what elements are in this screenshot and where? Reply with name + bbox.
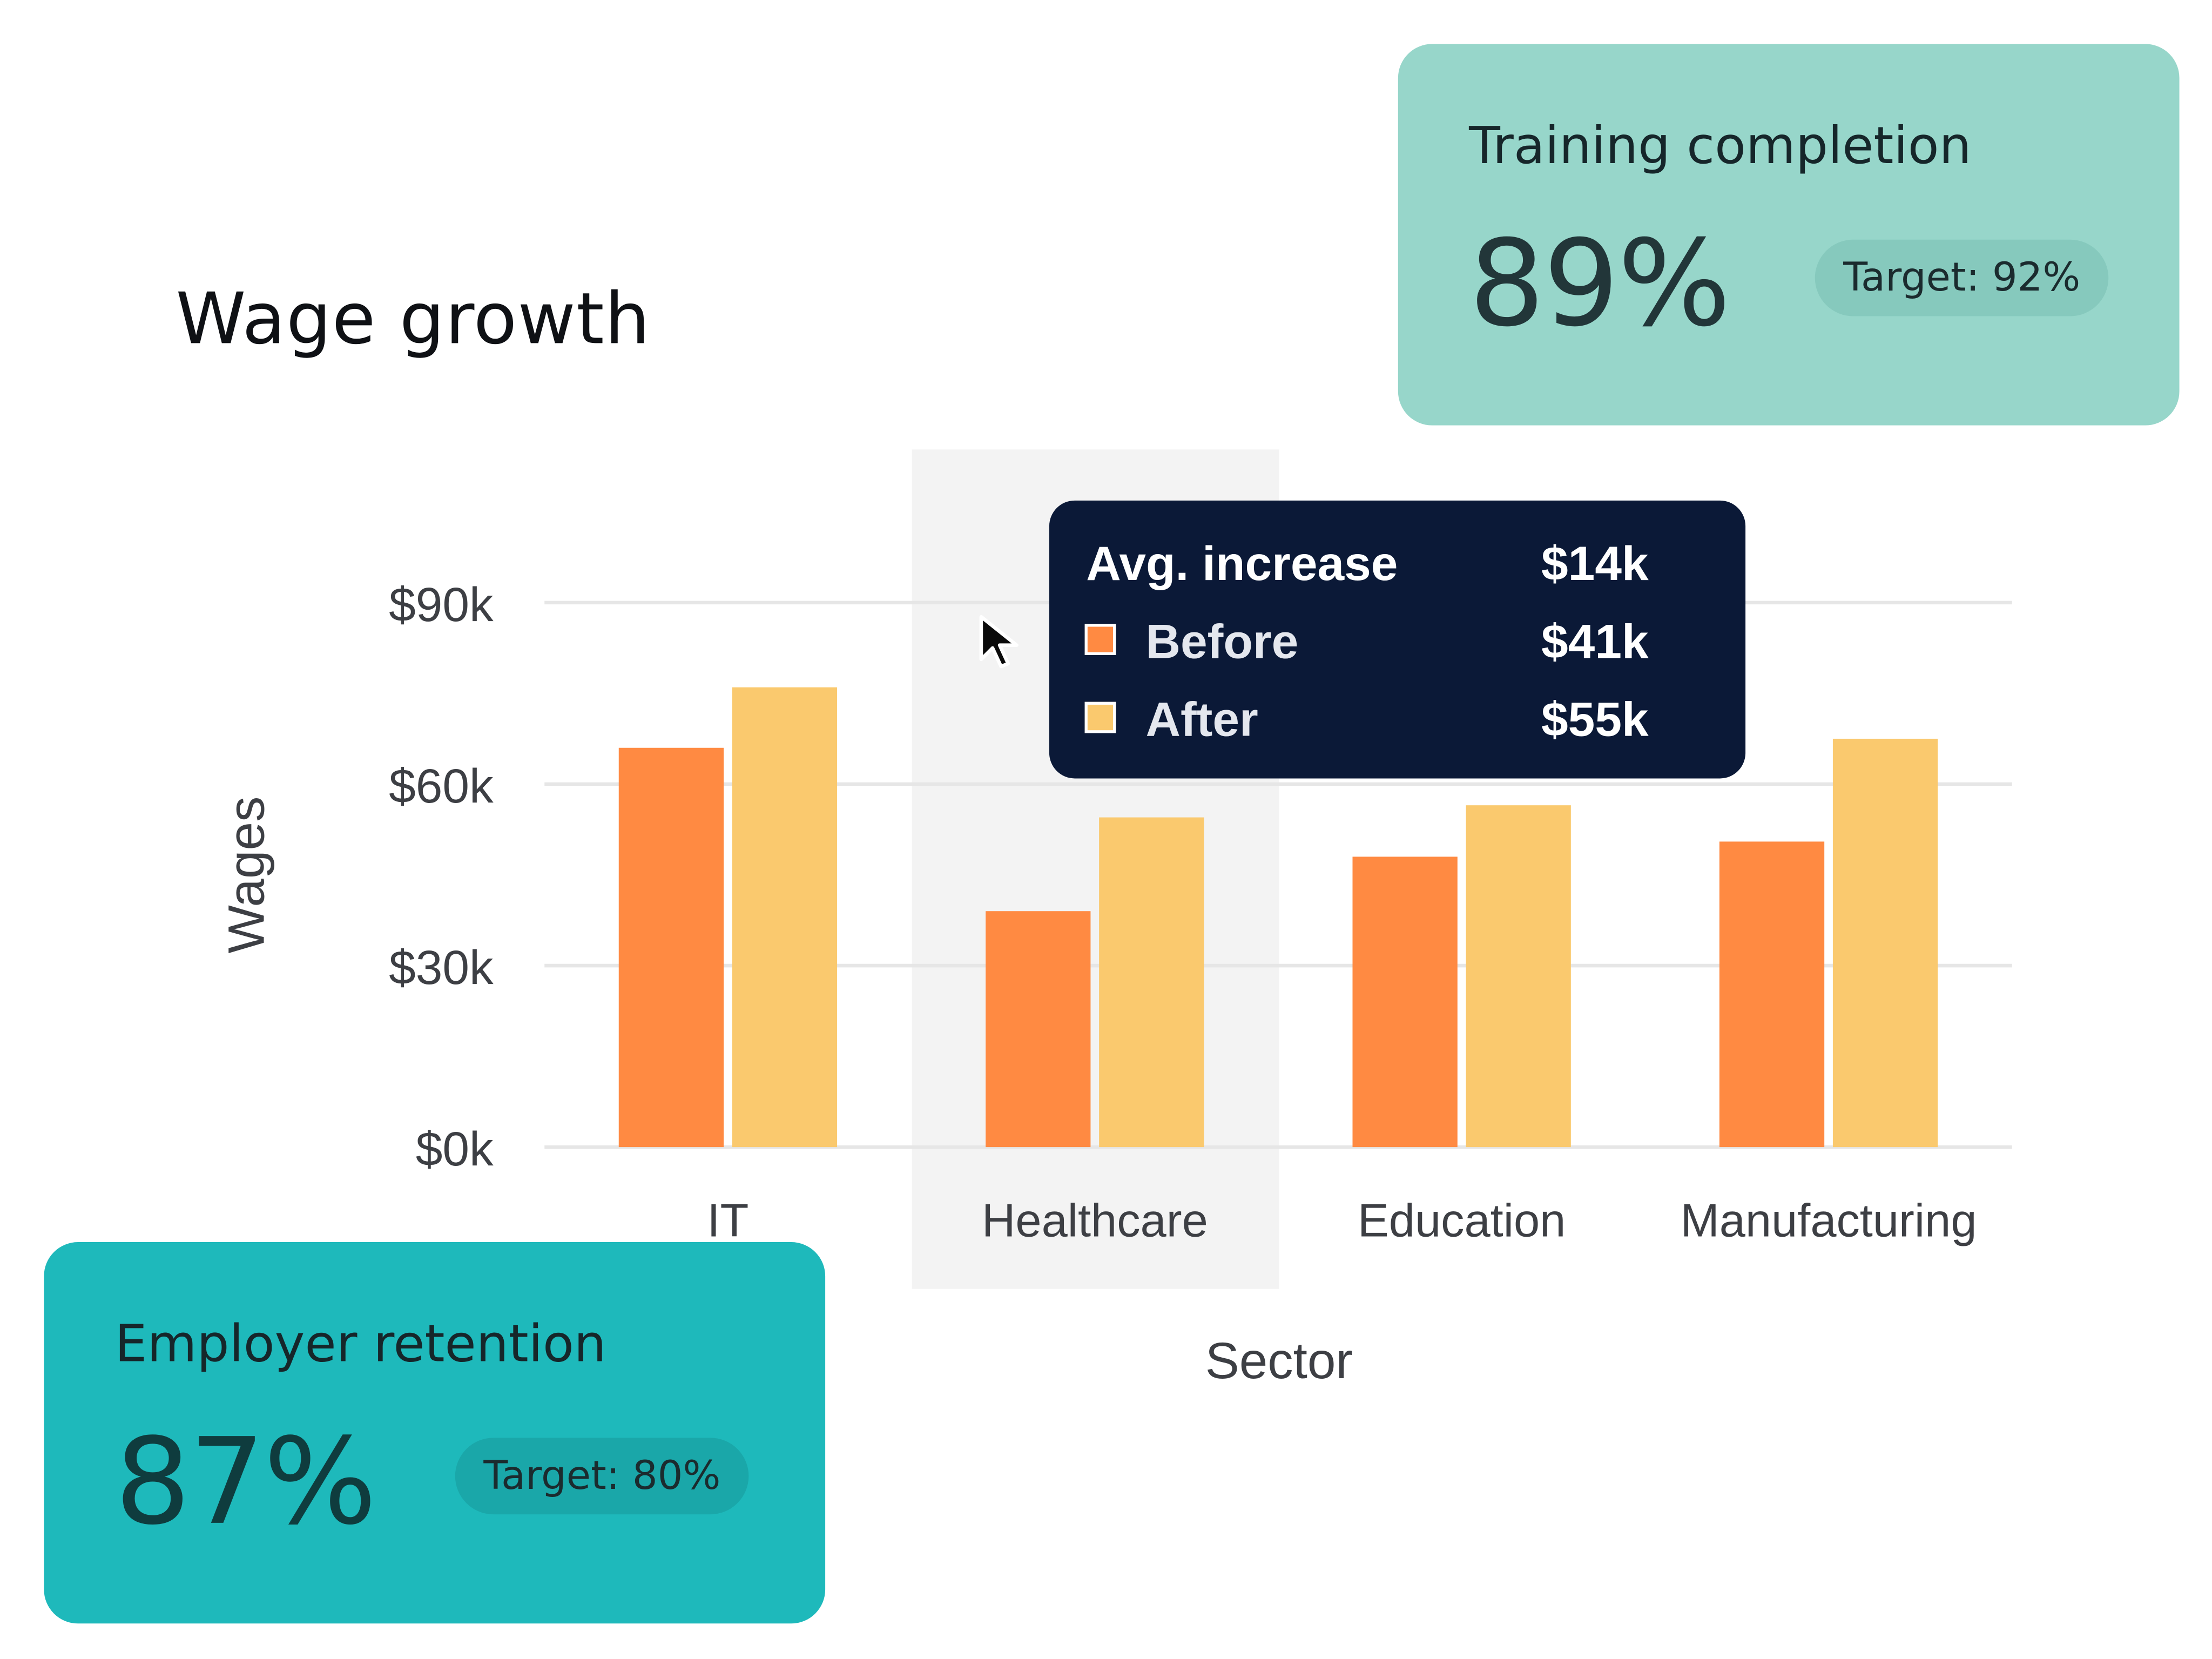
tooltip-header-value: $14k <box>1541 537 1649 591</box>
chart-tooltip: Avg. increase $14k Before $41k After $55… <box>1049 500 1746 779</box>
bar-before <box>1352 857 1458 1148</box>
tooltip-row-value: $55k <box>1541 693 1649 747</box>
tooltip-row-value: $41k <box>1541 615 1649 670</box>
bar-before <box>618 747 724 1148</box>
kpi-value: 89% <box>1469 214 1731 353</box>
after-swatch-icon <box>1084 702 1116 733</box>
bar-after <box>1099 817 1204 1148</box>
bar-after <box>1832 738 1938 1148</box>
y-axis-title: Wages <box>218 797 275 954</box>
tooltip-row-label: After <box>1145 693 1258 747</box>
kpi-card-employer-retention: Employer retention 87% Target: 80% <box>44 1242 826 1624</box>
tooltip-header-label: Avg. increase <box>1086 537 1398 591</box>
x-tick-label: Manufacturing <box>1681 1195 1977 1247</box>
chart-title: Wage growth <box>176 278 651 360</box>
before-swatch-icon <box>1084 624 1116 656</box>
tooltip-header-row: Avg. increase $14k <box>1049 529 1745 599</box>
kpi-value: 87% <box>114 1412 377 1552</box>
bar-after <box>732 687 838 1148</box>
kpi-target-badge: Target: 92% <box>1815 239 2109 316</box>
bar-before <box>1719 841 1825 1148</box>
kpi-label: Employer retention <box>114 1316 606 1374</box>
kpi-target-badge: Target: 80% <box>455 1438 749 1515</box>
bar-before <box>986 911 1091 1148</box>
bar-after <box>1466 805 1571 1148</box>
tooltip-row-after: After $55k <box>1049 685 1745 756</box>
kpi-card-training-completion: Training completion 89% Target: 92% <box>1398 44 2180 426</box>
y-tick-label: $0k <box>416 1122 494 1176</box>
y-tick-label: $30k <box>389 940 494 994</box>
mouse-pointer-icon <box>979 615 1019 669</box>
tooltip-row-before: Before $41k <box>1049 607 1745 678</box>
x-tick-label: IT <box>707 1195 748 1247</box>
tooltip-row-label: Before <box>1145 615 1299 670</box>
x-tick-label: Education <box>1358 1195 1566 1247</box>
x-axis-title: Sector <box>1205 1332 1353 1390</box>
y-tick-label: $60k <box>389 759 494 813</box>
y-tick-label: $90k <box>389 577 494 631</box>
kpi-label: Training completion <box>1469 117 1972 176</box>
x-tick-label: Healthcare <box>982 1195 1208 1247</box>
